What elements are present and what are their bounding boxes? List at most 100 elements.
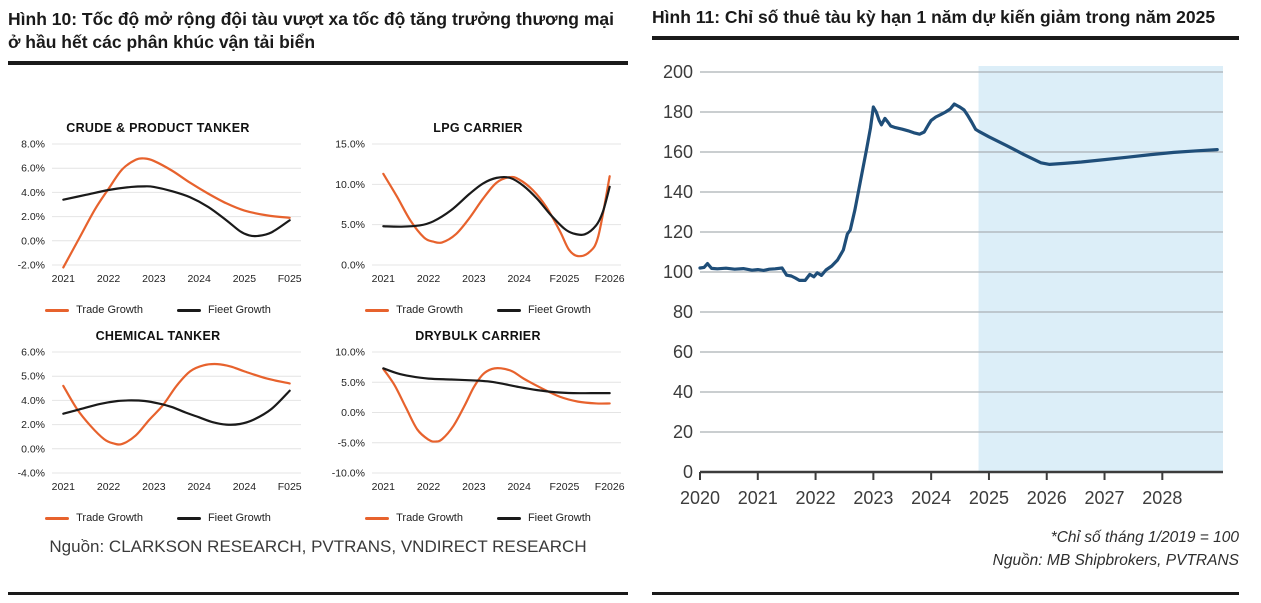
y-axis-label: -10.0% bbox=[332, 468, 365, 480]
figure-11-bottom-rule bbox=[652, 592, 1239, 595]
legend-label: Trade Growth bbox=[76, 512, 143, 525]
series-line-orange bbox=[382, 172, 611, 258]
y-axis-label: 20 bbox=[673, 422, 693, 442]
x-axis-label: F2026 bbox=[595, 273, 625, 285]
legend-item: Trade Growth bbox=[45, 512, 143, 524]
x-axis-label: 2024 bbox=[187, 273, 211, 285]
y-axis-label: 10.0% bbox=[335, 179, 365, 191]
x-axis-label: 2021 bbox=[372, 481, 396, 493]
x-axis-label: F2025 bbox=[550, 481, 580, 493]
legend-label: Trade Growth bbox=[396, 512, 463, 525]
figure-11-title: Hình 11: Chỉ số thuê tàu kỳ hạn 1 năm dự… bbox=[652, 7, 1216, 27]
y-axis-label: 5.0% bbox=[341, 377, 365, 389]
y-axis-label: 160 bbox=[663, 142, 693, 162]
y-axis-label: 4.0% bbox=[21, 187, 45, 199]
legend-label: Fieet Growth bbox=[527, 304, 591, 317]
figure-11-source: Nguồn: MB Shipbrokers, PVTRANS bbox=[992, 551, 1239, 569]
x-axis-label: 2021 bbox=[372, 273, 396, 285]
mini-chart-grid: CRUDE & PRODUCT TANKER 8.0% 6.0% 4.0% 2.0% 0.… bbox=[8, 121, 628, 524]
y-axis-label: 60 bbox=[673, 342, 693, 362]
x-axis-label: 2023 bbox=[853, 488, 893, 508]
legend-label: Fieet Growth bbox=[207, 512, 271, 525]
legend-item: Fieet Growth bbox=[496, 304, 591, 317]
x-axis-label: 2022 bbox=[97, 273, 121, 285]
figure-11-footnote: *Chỉ số tháng 1/2019 = 100 bbox=[1050, 529, 1239, 547]
y-axis-label: -4.0% bbox=[18, 468, 45, 480]
legend-swatch bbox=[365, 516, 390, 520]
y-axis-label: 120 bbox=[663, 222, 693, 242]
x-axis-label: 2023 bbox=[462, 273, 486, 285]
y-axis-label: 0.0% bbox=[21, 235, 45, 247]
y-axis-label: 8.0% bbox=[21, 139, 45, 151]
x-axis-label: 2021 bbox=[52, 481, 76, 493]
y-axis-label: 200 bbox=[663, 62, 693, 82]
x-axis-label: 2023 bbox=[462, 481, 486, 493]
legend-label: Trade Growth bbox=[396, 304, 463, 317]
y-axis-label: 6.0% bbox=[21, 163, 45, 175]
chart-drybulk-carrier: DRYBULK CARRIER 10.0% 5.0% 0.0% -5.0% -10.0% 2… bbox=[328, 329, 628, 524]
y-axis-label: 2.0% bbox=[21, 211, 45, 223]
mini-chart-title: CHEMICAL TANKER bbox=[95, 329, 221, 344]
figure-10-bottom-rule bbox=[8, 592, 628, 595]
y-axis-label: 6.0% bbox=[21, 347, 45, 359]
legend-swatch bbox=[176, 516, 201, 520]
legend-swatch bbox=[496, 308, 521, 312]
legend-swatch bbox=[176, 308, 201, 312]
y-axis-label: 5.0% bbox=[21, 371, 45, 383]
y-axis-label: 4.0% bbox=[21, 395, 45, 407]
legend-item: Trade Growth bbox=[365, 304, 463, 316]
x-axis-label: 2023 bbox=[142, 273, 166, 285]
y-axis-label: 0.0% bbox=[21, 443, 45, 455]
y-axis-label: 0.0% bbox=[341, 407, 365, 419]
x-axis-label: 2024 bbox=[507, 481, 531, 493]
x-axis-label: 2024 bbox=[187, 481, 211, 493]
forecast-band bbox=[978, 66, 1223, 473]
chart-legend: Trade Growth Fieet Growth bbox=[8, 304, 308, 316]
figure-10-panel: Hình 10: Tốc độ mở rộng đội tàu vượt xa … bbox=[8, 9, 628, 595]
x-axis-label: 2027 bbox=[1085, 488, 1125, 508]
x-axis-label: 2022 bbox=[796, 488, 836, 508]
y-axis-label: 180 bbox=[663, 102, 693, 122]
legend-swatch bbox=[365, 308, 390, 312]
y-axis-label: 100 bbox=[663, 262, 693, 282]
y-axis-label: 0 bbox=[683, 462, 693, 482]
x-axis-label: 2024 bbox=[233, 481, 257, 493]
x-axis-label: F025 bbox=[278, 481, 302, 493]
mini-chart-title: LPG CARRIER bbox=[433, 121, 523, 136]
chart-canvas: 6.0% 5.0% 4.0% 2.0% 0.0% -4.0% 2021 2022 2023 202… bbox=[18, 347, 302, 494]
x-axis-label: 2021 bbox=[52, 273, 76, 285]
x-axis-label: F025 bbox=[278, 273, 302, 285]
x-axis-label: 2024 bbox=[507, 273, 531, 285]
figure-10-title: Hình 10: Tốc độ mở rộng đội tàu vượt xa … bbox=[8, 9, 614, 53]
legend-label: Fieet Growth bbox=[207, 304, 271, 317]
y-axis-label: -2.0% bbox=[18, 260, 45, 272]
figure-10-title-rule bbox=[8, 61, 628, 66]
y-axis-label: 5.0% bbox=[341, 219, 365, 231]
chart-canvas: 15.0% 10.0% 5.0% 0.0% 2021 2022 2023 2024 F2025 F… bbox=[335, 139, 625, 286]
y-axis-label: 10.0% bbox=[335, 347, 365, 359]
x-axis-label: 2022 bbox=[417, 481, 441, 493]
y-axis-label: 0.0% bbox=[341, 260, 365, 272]
figure-11-title-rule bbox=[652, 36, 1239, 41]
y-axis-label: 15.0% bbox=[335, 139, 365, 151]
x-axis-label: 2020 bbox=[680, 488, 720, 508]
x-axis-label: 2022 bbox=[417, 273, 441, 285]
mini-chart-title: CRUDE & PRODUCT TANKER bbox=[66, 121, 250, 136]
legend-item: Trade Growth bbox=[365, 512, 463, 524]
legend-swatch bbox=[45, 516, 70, 520]
figure-11-panel: Hình 11: Chỉ số thuê tàu kỳ hạn 1 năm dự… bbox=[648, 0, 1261, 603]
x-axis-label: 2025 bbox=[969, 488, 1009, 508]
x-axis-label: 2025 bbox=[233, 273, 257, 285]
x-axis-label: 2022 bbox=[97, 481, 121, 493]
series-line-black bbox=[382, 367, 611, 395]
y-axis-label: 80 bbox=[673, 302, 693, 322]
series-line-orange bbox=[382, 367, 611, 443]
series-line-black bbox=[382, 176, 611, 237]
mini-chart-title: DRYBULK CARRIER bbox=[415, 329, 541, 344]
chart-time-charter-index: 200 180 160 140 120 100 80 60 40 20 0 2020 2021 2022 2… bbox=[652, 54, 1239, 527]
x-axis-label: 2026 bbox=[1027, 488, 1067, 508]
chart-canvas: 8.0% 6.0% 4.0% 2.0% 0.0% -2.0% 2021 2022 2023 202… bbox=[18, 139, 302, 286]
x-axis-label: 2028 bbox=[1142, 488, 1182, 508]
chart-chemical-tanker: CHEMICAL TANKER 6.0% 5.0% 4.0% 2.0% 0.0% -4.0%… bbox=[8, 329, 308, 524]
